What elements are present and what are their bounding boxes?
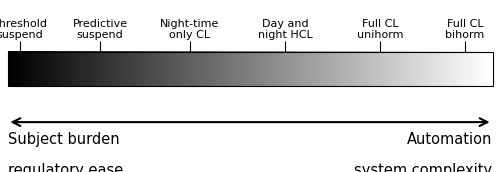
Text: Predictive
suspend: Predictive suspend [72, 19, 128, 40]
Text: regulatory ease: regulatory ease [8, 163, 123, 172]
Text: Full CL
bihorm: Full CL bihorm [446, 19, 484, 40]
Text: Automation: Automation [407, 132, 492, 147]
Text: Subject burden: Subject burden [8, 132, 119, 147]
Text: system complexity: system complexity [354, 163, 492, 172]
Text: Day and
night HCL: Day and night HCL [258, 19, 312, 40]
Text: Threshold
suspend: Threshold suspend [0, 19, 48, 40]
Text: Night-time
only CL: Night-time only CL [160, 19, 220, 40]
Text: Full CL
unihorm: Full CL unihorm [357, 19, 403, 40]
Bar [8, 52, 492, 86]
